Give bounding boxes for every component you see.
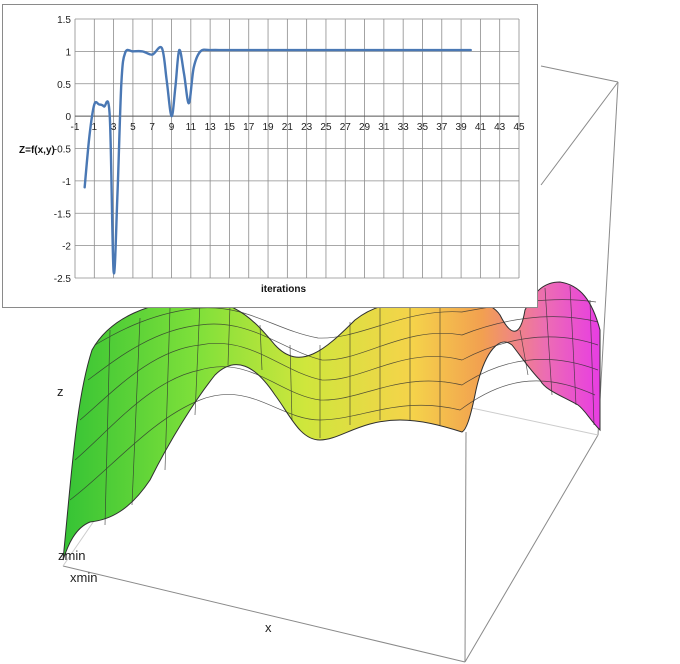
x-tick-label: 3: [111, 122, 117, 133]
y-tick-label: -2.5: [54, 274, 72, 285]
y-tick-label: 0: [65, 112, 71, 123]
surface-bounding-box: [62, 65, 619, 663]
x-tick-label: 35: [417, 122, 429, 133]
x-tick-label: 9: [169, 122, 175, 133]
y-tick-label: -1: [62, 177, 71, 188]
y-tick-label: -2: [62, 242, 71, 253]
x-tick-label: -1: [71, 122, 80, 133]
y-tick-label: -1.5: [54, 209, 72, 220]
y-tick-label: 1.5: [57, 15, 71, 26]
x-tick-label: 5: [130, 122, 136, 133]
x-tick-label: 17: [243, 122, 255, 133]
x-tick-label: 39: [456, 122, 468, 133]
x-tick-label: 33: [398, 122, 410, 133]
surface-zmin-label: zmin: [58, 548, 85, 563]
y-tick-label: 0.5: [57, 80, 71, 91]
x-tick-label: 7: [149, 122, 155, 133]
x-tick-label: 43: [494, 122, 506, 133]
x-tick-label: 13: [205, 122, 217, 133]
x-tick-labels: -1 1 3 5 7 9 11 13 15 17 19 21 23 25 27 29 31 33 35 37 39 41 4…: [71, 122, 525, 133]
x-tick-label: 21: [282, 122, 294, 133]
x-tick-label: 15: [224, 122, 236, 133]
y-tick-labels: -2.5 -2 -1.5 -1 -0.5 0 0.5 1 1.5: [54, 15, 72, 285]
x-axis-label: iterations: [261, 284, 306, 295]
surface-wireframe: [69, 285, 599, 526]
surface-z-label: z: [57, 384, 64, 399]
y-tick-label: 1: [65, 47, 71, 58]
y-axis-label: Z=f(x,y): [19, 145, 55, 156]
surface-x-label: x: [265, 620, 272, 635]
chart-grid: [74, 18, 520, 279]
x-tick-label: 29: [359, 122, 371, 133]
x-tick-label: 1: [92, 122, 98, 133]
x-tick-label: 11: [186, 122, 197, 133]
convergence-chart-panel: -2.5 -2 -1.5 -1 -0.5 0 0.5 1 1.5 -1 1 3 5 7 9 11 13 15 17…: [2, 4, 538, 308]
surface-mesh: [62, 281, 601, 561]
y-tick-label: -0.5: [54, 145, 72, 156]
x-tick-label: 37: [436, 122, 448, 133]
convergence-chart: -2.5-2-1.5-1-0.500.511.5 -1 1 3 5 7 9 11 13 15 17…: [19, 15, 525, 295]
x-tick-label: 25: [320, 122, 332, 133]
x-tick-label: 27: [340, 122, 352, 133]
x-tick-label: 31: [378, 122, 390, 133]
x-tick-label: 41: [475, 122, 487, 133]
x-tick-label: 19: [262, 122, 274, 133]
x-tick-label: 45: [513, 122, 525, 133]
surface-xmin-label: xmin: [70, 570, 97, 585]
series-line: [83, 45, 472, 275]
x-tick-label: 23: [301, 122, 313, 133]
